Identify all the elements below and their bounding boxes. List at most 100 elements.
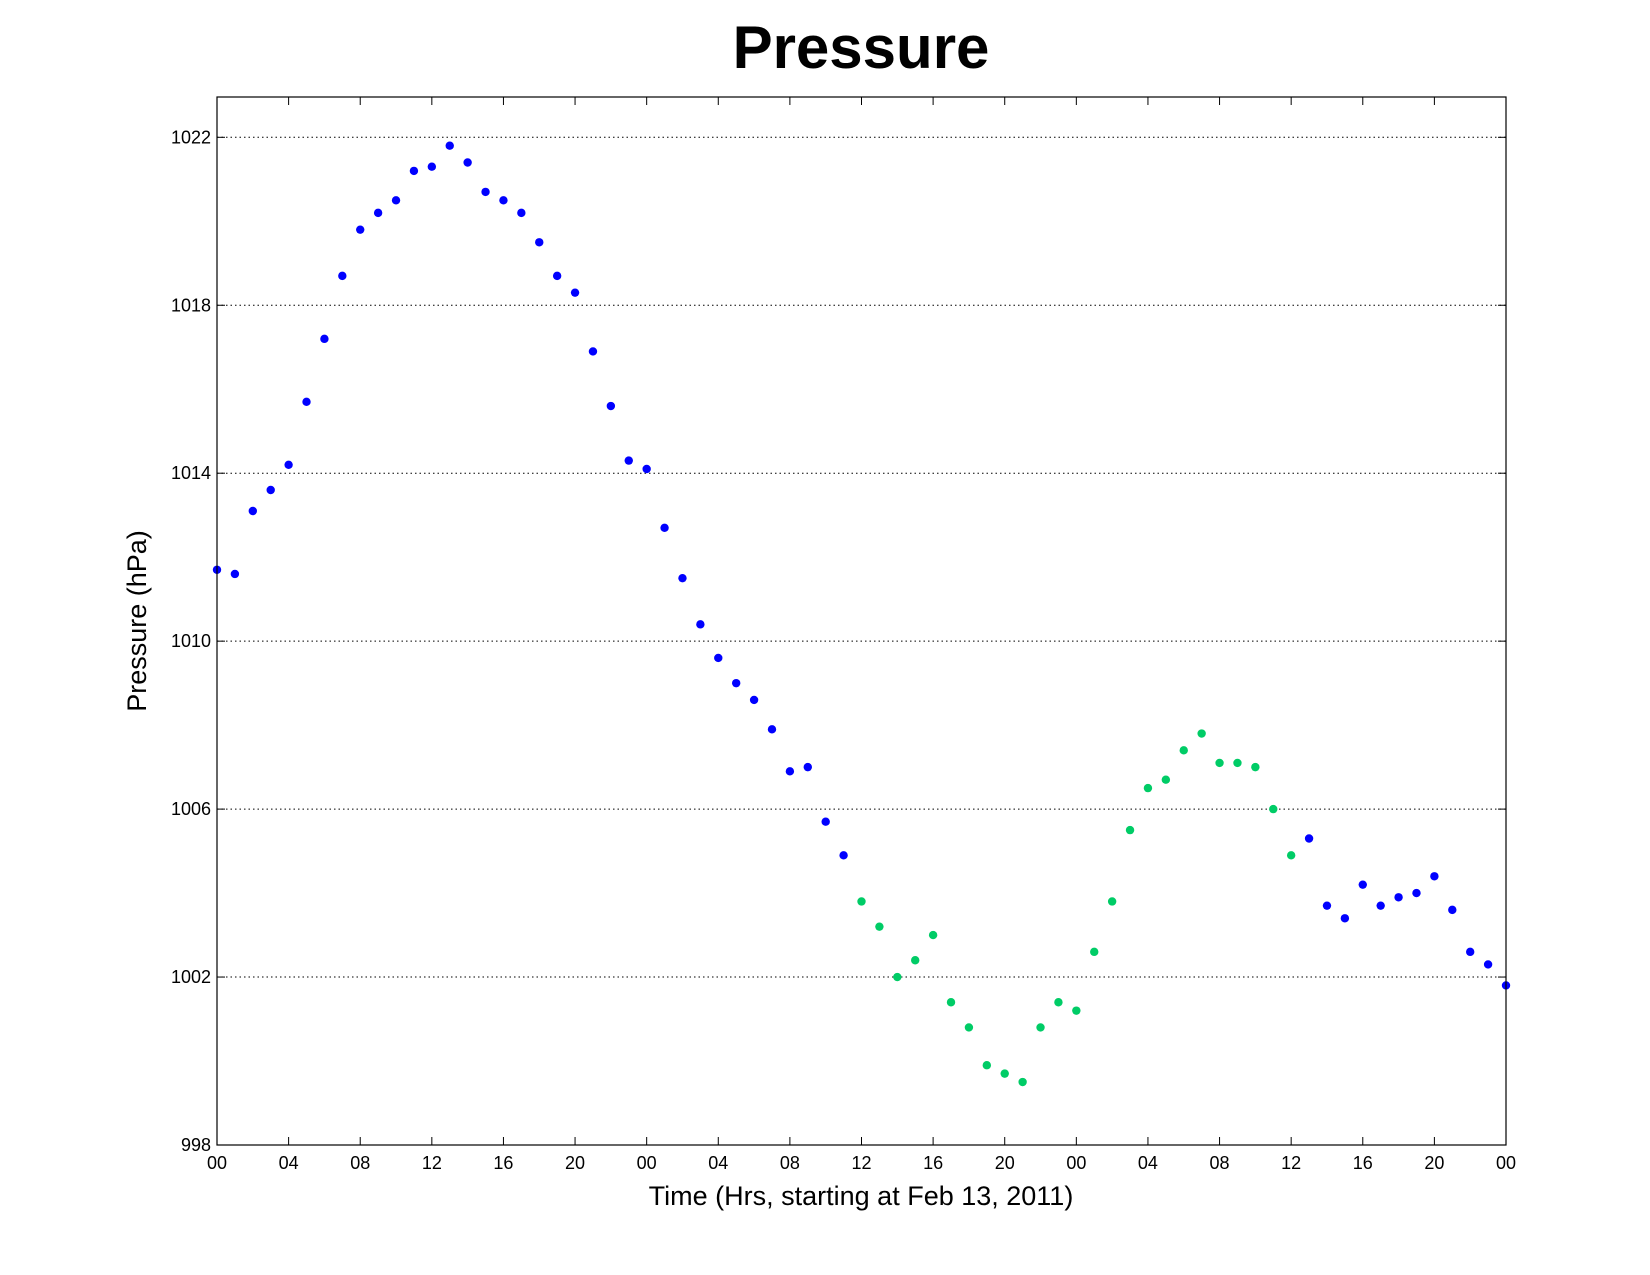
x-tick-label: 20 [1424, 1153, 1444, 1173]
data-point [230, 569, 240, 579]
x-tick-label: 16 [1353, 1153, 1373, 1173]
data-point [821, 817, 830, 826]
data-point [875, 922, 884, 931]
data-point [1376, 901, 1385, 910]
data-point [946, 998, 956, 1007]
data-point [893, 972, 902, 982]
data-point [1215, 758, 1224, 768]
data-point [1322, 901, 1332, 910]
data-point [499, 196, 508, 205]
data-point [1125, 825, 1135, 835]
data-point [1036, 1023, 1045, 1032]
data-point [391, 196, 401, 205]
x-tick-label: 08 [350, 1153, 370, 1173]
x-tick-label: 12 [1281, 1153, 1301, 1173]
y-tick-label: 1002 [171, 967, 211, 987]
y-axis-label: Pressure (hPa) [122, 530, 152, 712]
data-point [928, 930, 938, 940]
data-point [1018, 1077, 1027, 1087]
data-point [1269, 804, 1278, 814]
data-point [284, 460, 293, 470]
data-point [749, 695, 759, 705]
data-point [1394, 893, 1403, 902]
x-tick-label: 00 [637, 1153, 657, 1173]
y-tick-label: 1014 [171, 463, 211, 483]
x-tick-label: 00 [1066, 1153, 1086, 1173]
axis-ticks: 998 1002 1006 1010 1014 1018 1022 00 04 08 12 16 20 0… [171, 97, 1516, 1173]
data-point [1000, 1069, 1009, 1078]
data-point [302, 397, 311, 407]
data-point [570, 288, 580, 297]
x-tick-label: 20 [565, 1153, 585, 1173]
data-point [266, 485, 275, 495]
x-tick-label: 04 [279, 1153, 299, 1173]
data-point [911, 956, 920, 965]
data-point [606, 401, 616, 411]
data-point [1107, 897, 1117, 906]
data-point [839, 851, 848, 860]
data-point [1412, 888, 1421, 898]
data-point [982, 1061, 992, 1070]
data-point [1054, 998, 1063, 1007]
data-point [1304, 834, 1314, 843]
data-point [1448, 905, 1457, 915]
data-point [1483, 960, 1493, 969]
data-point [248, 506, 258, 516]
data-point [463, 158, 472, 167]
data-point [964, 1023, 974, 1032]
data-point [803, 762, 812, 772]
x-tick-label: 04 [708, 1153, 728, 1173]
x-tick-label: 08 [780, 1153, 800, 1173]
x-tick-label: 16 [493, 1153, 513, 1173]
x-tick-label: 20 [995, 1153, 1015, 1173]
data-point [642, 464, 651, 474]
data-point [1340, 914, 1350, 923]
data-point [1072, 1006, 1081, 1015]
data-point [1358, 880, 1367, 889]
data-point [785, 767, 795, 776]
x-tick-label: 08 [1210, 1153, 1230, 1173]
y-tick-label: 1006 [171, 799, 211, 819]
data-point [552, 271, 562, 281]
x-tick-label: 12 [422, 1153, 442, 1173]
data-point [1143, 783, 1153, 793]
data-point [1465, 947, 1475, 957]
data-point [320, 334, 329, 344]
data-point [1286, 851, 1296, 860]
data-point [731, 678, 741, 688]
data-point [1179, 746, 1188, 755]
data-point [624, 456, 633, 465]
data-point [373, 208, 383, 218]
grid-lines [217, 136, 1506, 978]
data-point [445, 141, 454, 150]
data-point [481, 187, 490, 197]
plot-area-frame [216, 96, 1507, 1146]
y-tick-label: 1010 [171, 631, 211, 651]
data-point [1090, 947, 1099, 957]
data-point [427, 162, 437, 171]
data-point [714, 653, 723, 663]
x-axis-label: Time (Hrs, starting at Feb 13, 2011) [649, 1181, 1074, 1211]
y-tick-label: 998 [181, 1135, 211, 1155]
y-tick-label: 1022 [171, 127, 211, 147]
data-point [535, 238, 544, 247]
x-tick-label: 00 [207, 1153, 227, 1173]
data-point [1197, 729, 1206, 738]
x-tick-label: 04 [1138, 1153, 1158, 1173]
data-point [857, 897, 866, 906]
data-point [517, 208, 526, 218]
data-point [338, 271, 347, 281]
data-point [409, 166, 419, 176]
data-points [212, 141, 1511, 1087]
x-tick-label: 00 [1496, 1153, 1516, 1173]
data-point [1251, 762, 1260, 772]
x-tick-label: 16 [923, 1153, 943, 1173]
chart-title: Pressure [733, 14, 990, 81]
data-point [660, 523, 669, 532]
data-point [588, 347, 598, 356]
data-point [678, 573, 687, 583]
data-point [696, 620, 705, 629]
data-point [1233, 758, 1242, 768]
data-point [356, 225, 365, 234]
